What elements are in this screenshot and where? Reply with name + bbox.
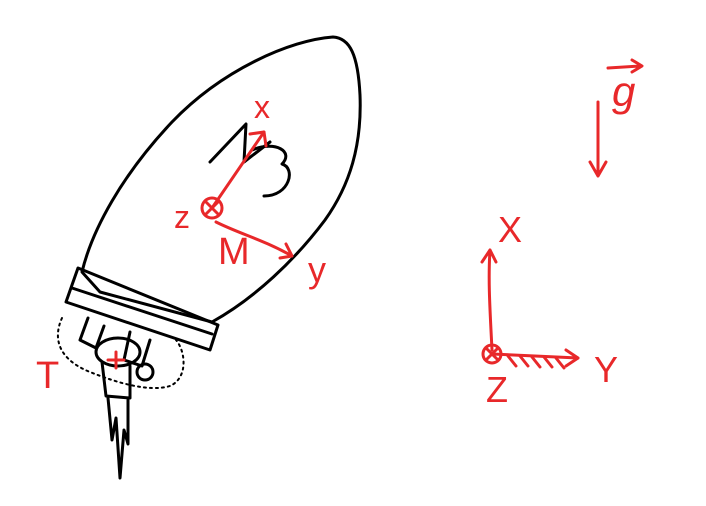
- inertial-z-axis-cross: [484, 346, 500, 362]
- gravity-arrow: [588, 100, 608, 178]
- engine-nozzle: [100, 360, 132, 400]
- inertial-x-label: X: [498, 209, 522, 250]
- moment-arrow: [214, 220, 294, 260]
- inertial-z-axis-marker: [481, 343, 503, 365]
- engine-ring: [94, 336, 142, 368]
- exhaust-flame: [106, 396, 130, 480]
- moment-label: M: [218, 231, 250, 273]
- inertial-x-axis-arrow: [480, 248, 498, 352]
- thrust-label: T: [36, 355, 59, 397]
- thrust-marker: [106, 350, 126, 370]
- engine-dotted-outline: [57, 317, 185, 389]
- body-label-glyph: [208, 122, 291, 198]
- body-x-label: x: [254, 89, 270, 125]
- gravity-vector-overbar: [606, 58, 644, 74]
- engine-mount: [78, 316, 106, 350]
- rocket: N3: [57, 35, 362, 480]
- inertial-y-label: Y: [594, 349, 618, 390]
- ground-hatching: [506, 354, 566, 370]
- body-x-axis-arrow: [210, 130, 268, 210]
- gravity-label: g: [612, 68, 635, 115]
- body-z-axis-marker: [200, 196, 224, 220]
- body-z-label: z: [174, 199, 190, 235]
- body-name-text: N3: [236, 159, 238, 161]
- gravity-vector: g: [588, 58, 644, 178]
- inertial-y-axis-arrow: [490, 348, 580, 368]
- rocket-collar-band: [70, 286, 214, 336]
- inertial-frame: X Y Z: [480, 209, 618, 410]
- inertial-z-label: Z: [486, 369, 508, 410]
- rocket-collar: [64, 266, 220, 352]
- body-frame: x y z M: [174, 89, 326, 290]
- body-y-label: y: [308, 249, 326, 290]
- engine-bolt: [135, 362, 155, 382]
- rocket-hull: [80, 35, 362, 324]
